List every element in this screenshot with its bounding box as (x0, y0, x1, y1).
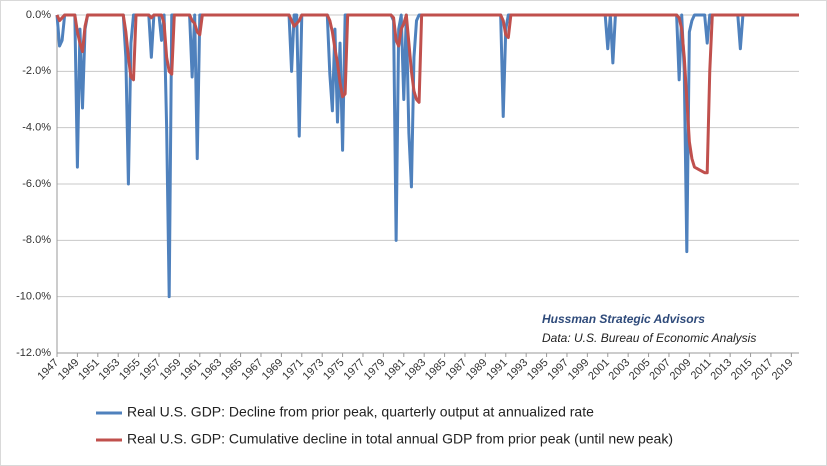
annotation: Hussman Strategic Advisors (542, 312, 705, 326)
y-tick-label: -4.0% (22, 122, 51, 134)
annotation: Data: U.S. Bureau of Economic Analysis (542, 331, 756, 345)
y-tick-label: -8.0% (22, 234, 51, 246)
y-tick-label: -12.0% (16, 347, 51, 359)
y-tick-label: 0.0% (26, 9, 51, 21)
series-line (55, 13, 799, 299)
y-tick-label: -10.0% (16, 291, 51, 303)
y-tick-label: -6.0% (22, 178, 51, 190)
series-line (55, 13, 799, 175)
y-tick-label: -2.0% (22, 65, 51, 77)
legend-label: Real U.S. GDP: Cumulative decline in tot… (127, 431, 673, 447)
legend-label: Real U.S. GDP: Decline from prior peak, … (127, 404, 594, 420)
